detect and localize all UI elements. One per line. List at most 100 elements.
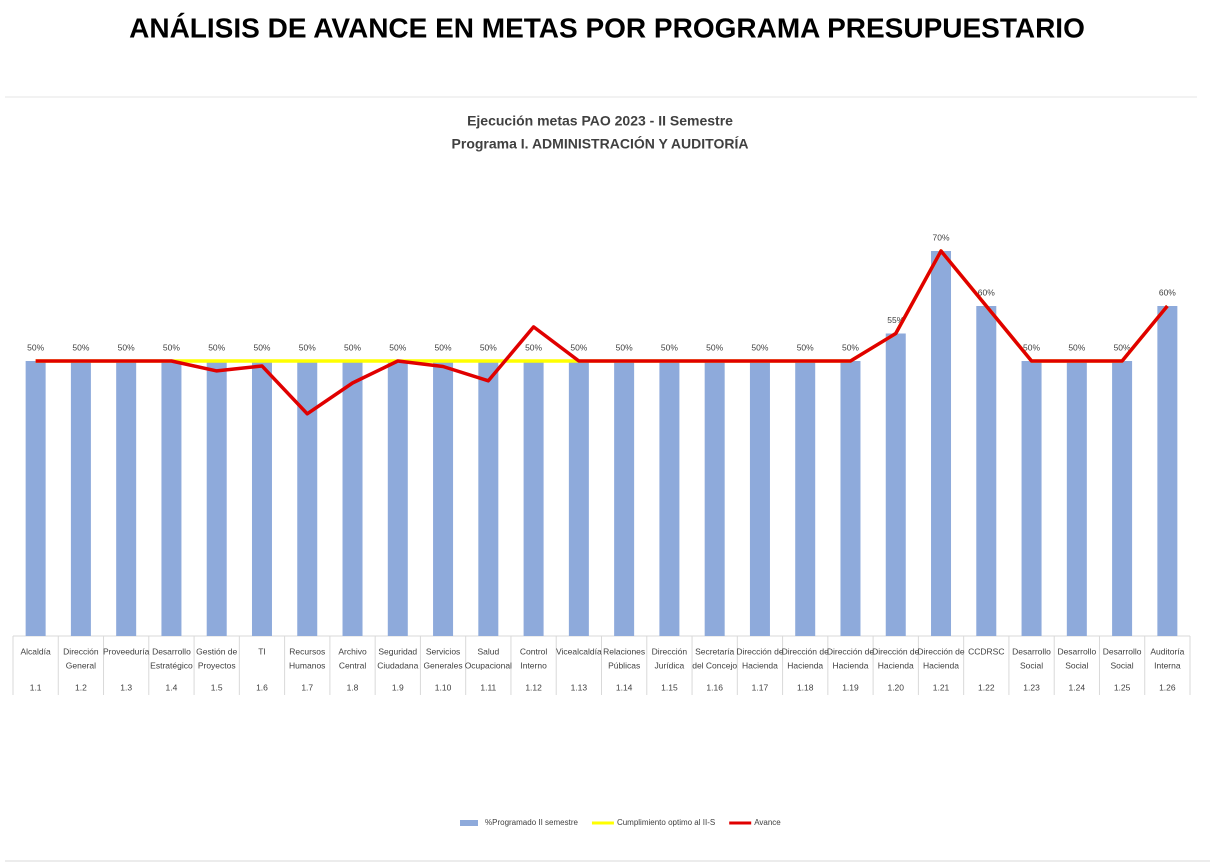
data-label: 50% xyxy=(1023,342,1040,352)
bar xyxy=(161,361,182,636)
data-label: 50% xyxy=(72,342,89,352)
category-code: 1.23 xyxy=(1023,682,1040,692)
x-tick-label: CCDRSC xyxy=(968,646,1004,656)
x-tick-label: Social xyxy=(1020,660,1043,670)
legend-label: Avance xyxy=(754,818,781,827)
category-code: 1.22 xyxy=(978,682,995,692)
category-code: 1.7 xyxy=(301,682,313,692)
data-label: 50% xyxy=(435,342,452,352)
bar xyxy=(795,361,816,636)
x-tick-label: Gestión de xyxy=(196,646,237,656)
category-code: 1.17 xyxy=(752,682,769,692)
data-label: 70% xyxy=(933,232,950,242)
data-label: 50% xyxy=(1068,342,1085,352)
x-tick-label: Dirección xyxy=(63,646,99,656)
data-label: 50% xyxy=(480,342,497,352)
category-code: 1.19 xyxy=(842,682,859,692)
x-tick-label: Desarrollo xyxy=(152,646,191,656)
x-tick-label: Hacienda xyxy=(787,660,823,670)
category-code: 1.26 xyxy=(1159,682,1176,692)
x-tick-label: Jurídica xyxy=(655,660,685,670)
x-tick-label: Proveeduría xyxy=(103,646,150,656)
x-tick-label: Archivo xyxy=(338,646,367,656)
category-code: 1.1 xyxy=(30,682,42,692)
x-tick-label: Relaciones xyxy=(603,646,645,656)
category-code: 1.9 xyxy=(392,682,404,692)
x-tick-label: Interna xyxy=(1154,660,1181,670)
data-label: 50% xyxy=(661,342,678,352)
bar xyxy=(206,361,227,636)
x-tick-label: Secretaría xyxy=(695,646,734,656)
chart-title: Ejecución metas PAO 2023 - II Semestre xyxy=(467,113,733,129)
category-code: 1.20 xyxy=(887,682,904,692)
x-tick-label: Salud xyxy=(477,646,499,656)
bar xyxy=(885,333,906,636)
x-tick-label: Dirección xyxy=(652,646,688,656)
category-code: 1.13 xyxy=(571,682,588,692)
data-label: 50% xyxy=(389,342,406,352)
data-label: 50% xyxy=(525,342,542,352)
data-label: 50% xyxy=(570,342,587,352)
x-tick-label: Central xyxy=(339,660,367,670)
x-tick-label: Públicas xyxy=(608,660,640,670)
bar xyxy=(116,361,137,636)
legend-label: %Programado II semestre xyxy=(485,818,578,827)
bar xyxy=(523,361,544,636)
x-tick-label: Seguridad xyxy=(378,646,417,656)
x-tick-label: Interno xyxy=(520,660,547,670)
data-label: 50% xyxy=(163,342,180,352)
category-code: 1.6 xyxy=(256,682,268,692)
data-label: 50% xyxy=(706,342,723,352)
data-label: 55% xyxy=(887,315,904,325)
legend-swatch xyxy=(460,820,478,826)
x-tick-label: Hacienda xyxy=(742,660,778,670)
category-code: 1.10 xyxy=(435,682,452,692)
x-tick-label: Hacienda xyxy=(833,660,869,670)
category-code: 1.25 xyxy=(1114,682,1131,692)
x-tick-label: Social xyxy=(1111,660,1134,670)
x-tick-label: General xyxy=(66,660,96,670)
x-tick-label: Vicealcaldía xyxy=(556,646,602,656)
bar xyxy=(70,361,91,636)
bar xyxy=(1066,361,1087,636)
bar xyxy=(433,361,454,636)
data-label: 50% xyxy=(299,342,316,352)
bar xyxy=(568,361,589,636)
data-label: 50% xyxy=(344,342,361,352)
bar xyxy=(614,361,635,636)
x-tick-label: Ocupacional xyxy=(465,660,512,670)
x-tick-label: Generales xyxy=(423,660,462,670)
data-label: 60% xyxy=(978,287,995,297)
data-label: 50% xyxy=(118,342,135,352)
bar xyxy=(976,306,997,636)
data-label: 50% xyxy=(208,342,225,352)
bar xyxy=(25,361,46,636)
category-code: 1.16 xyxy=(706,682,723,692)
category-code: 1.15 xyxy=(661,682,678,692)
category-code: 1.14 xyxy=(616,682,633,692)
bar xyxy=(840,361,861,636)
data-label: 50% xyxy=(1114,342,1131,352)
x-tick-label: Desarrollo xyxy=(1103,646,1142,656)
bar xyxy=(342,361,363,636)
category-code: 1.11 xyxy=(480,682,496,692)
category-code: 1.21 xyxy=(933,682,950,692)
x-tick-label: Desarrollo xyxy=(1012,646,1051,656)
bar xyxy=(659,361,680,636)
bar xyxy=(251,361,272,636)
legend-label: Cumplimiento optimo al II-S xyxy=(617,818,715,827)
x-tick-label: Control xyxy=(520,646,548,656)
x-tick-label: Desarrollo xyxy=(1057,646,1096,656)
chart-title: Programa I. ADMINISTRACIÓN Y AUDITORÍA xyxy=(452,135,749,152)
category-code: 1.8 xyxy=(347,682,359,692)
category-code: 1.5 xyxy=(211,682,223,692)
category-code: 1.24 xyxy=(1069,682,1086,692)
x-tick-label: Alcaldía xyxy=(21,646,52,656)
x-tick-label: Recursos xyxy=(289,646,325,656)
x-tick-label: Dirección de xyxy=(917,646,965,656)
x-tick-label: Social xyxy=(1065,660,1088,670)
data-label: 50% xyxy=(253,342,270,352)
data-label: 50% xyxy=(797,342,814,352)
bar xyxy=(1021,361,1042,636)
